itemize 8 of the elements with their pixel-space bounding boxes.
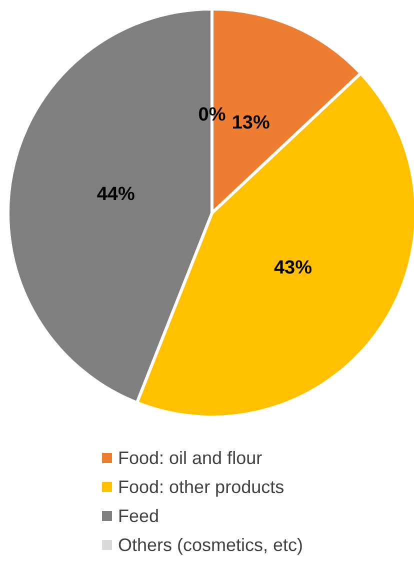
legend-label: Feed [118, 506, 160, 526]
legend-label: Food: other products [118, 477, 284, 497]
data-label: 44% [96, 184, 135, 206]
data-label: 43% [274, 258, 312, 279]
legend-label: Others (cosmetics, etc) [118, 535, 304, 555]
legend-label: Food: oil and flour [118, 448, 262, 468]
text: 0% [198, 104, 226, 126]
data-label: 13% [232, 112, 270, 134]
